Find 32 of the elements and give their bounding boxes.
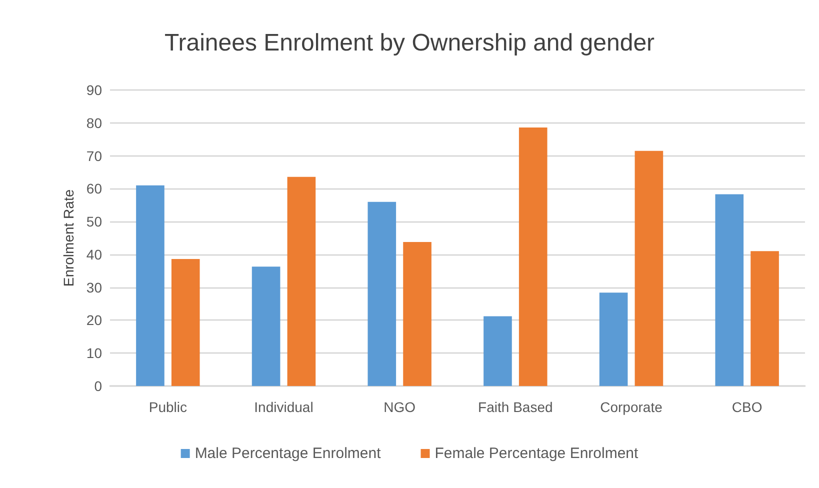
y-tick-label: 60 [86, 180, 102, 197]
bar [403, 242, 432, 386]
bar [287, 176, 316, 386]
y-tick-label: 0 [94, 378, 102, 394]
bar [252, 266, 280, 386]
legend-label: Male Percentage Enrolment [194, 445, 382, 462]
y-tick-label: 80 [86, 114, 102, 131]
bar [171, 259, 200, 386]
y-tick-label: 40 [86, 246, 102, 262]
y-tick-label: 20 [86, 312, 102, 328]
y-tick-label: 70 [86, 148, 102, 164]
bar [518, 127, 548, 386]
y-tick-label: 90 [86, 82, 102, 98]
y-tick-label: 30 [86, 279, 102, 296]
chart-title: Trainees Enrolment by Ownership and gender [164, 30, 655, 56]
x-tick-label: Public [148, 399, 187, 415]
x-tick-label: CBO [732, 399, 762, 415]
bar [715, 194, 744, 386]
y-tick-label: 10 [86, 345, 102, 362]
x-tick-label: Faith Based [478, 399, 553, 415]
x-tick-label: Individual [254, 399, 314, 415]
y-axis-title: Enrolment Rate [60, 189, 77, 287]
bar [484, 316, 512, 386]
x-tick-label: NGO [384, 399, 416, 415]
bar [136, 185, 164, 386]
x-tick-label: Corporate [600, 399, 663, 415]
bar [750, 251, 779, 386]
legend-label: Female Percentage Enrolment [434, 445, 640, 462]
y-tick-label: 50 [86, 214, 102, 230]
bar [368, 202, 396, 386]
bar [634, 150, 664, 386]
bar [599, 292, 628, 386]
